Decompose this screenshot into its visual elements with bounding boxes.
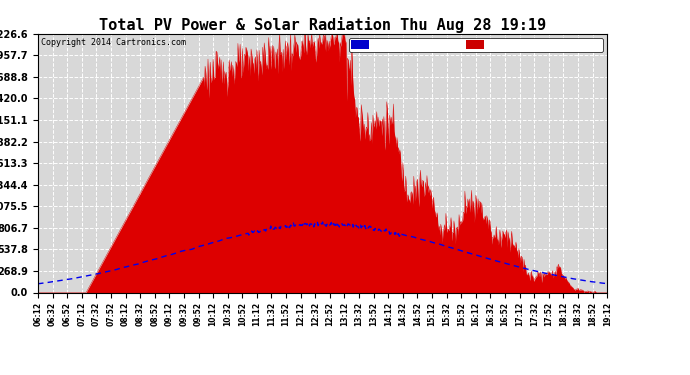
Legend: Radiation  (W/m2), PV Panels  (DC Watts): Radiation (W/m2), PV Panels (DC Watts) (348, 38, 602, 51)
Text: Copyright 2014 Cartronics.com: Copyright 2014 Cartronics.com (41, 38, 186, 46)
Title: Total PV Power & Solar Radiation Thu Aug 28 19:19: Total PV Power & Solar Radiation Thu Aug… (99, 16, 546, 33)
